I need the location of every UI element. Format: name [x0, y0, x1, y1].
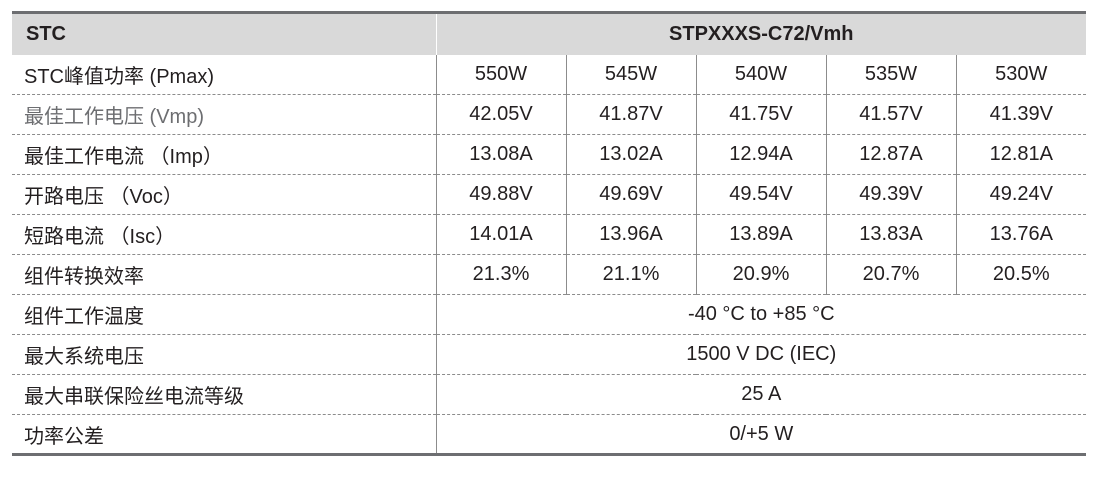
- header-stc-label: STC: [12, 11, 436, 55]
- row-label: 最佳工作电压 (Vmp): [12, 94, 437, 135]
- table-row: 最大系统电压 1500 V DC (IEC): [12, 334, 1087, 375]
- row-label: 最佳工作电流 （Imp）: [12, 134, 437, 175]
- row-label: 最大系统电压: [12, 334, 437, 375]
- spec-table: STC STPXXXS-C72/Vmh STC峰值功率 (Pmax) 550W 54…: [12, 11, 1087, 456]
- table-header-row: STC STPXXXS-C72/Vmh: [12, 11, 1087, 55]
- row-label: 组件转换效率: [12, 254, 437, 295]
- cell-value: 49.69V: [566, 174, 697, 215]
- table-row: 短路电流 （Isc） 14.01A 13.96A 13.89A 13.83A 13.76A: [12, 214, 1087, 255]
- cell-value: 14.01A: [436, 214, 567, 255]
- cell-value: 550W: [436, 54, 567, 95]
- cell-value: 49.88V: [436, 174, 567, 215]
- cell-value: 13.96A: [566, 214, 697, 255]
- row-label: 组件工作温度: [12, 294, 437, 335]
- cell-value: 535W: [826, 54, 957, 95]
- cell-value-merged: -40 °C to +85 °C: [687, 303, 835, 325]
- header-model: STPXXXS-C72/Vmh: [435, 11, 1087, 55]
- cell-value: 13.83A: [826, 214, 957, 255]
- table-row: 功率公差 0/+5 W: [12, 414, 1087, 455]
- table-row: 组件转换效率 21.3% 21.1% 20.9% 20.7% 20.5%: [12, 254, 1087, 295]
- cell-value: 13.02A: [566, 134, 697, 175]
- cell-value: 12.94A: [696, 134, 827, 175]
- cell-value: 41.39V: [989, 103, 1053, 125]
- table-row: 组件工作温度 -40 °C to +85 °C: [12, 294, 1087, 335]
- cell-value-merged: 0/+5 W: [729, 422, 794, 445]
- cell-value-merged: 25 A: [741, 383, 782, 405]
- cell-value: 20.7%: [826, 254, 957, 295]
- cell-value: 42.05V: [436, 94, 567, 135]
- cell-value: 41.75V: [696, 94, 827, 135]
- cell-value: 12.81A: [989, 143, 1053, 165]
- cell-value: 530W: [995, 62, 1048, 85]
- row-label: STC峰值功率 (Pmax): [12, 54, 437, 95]
- cell-value: 12.87A: [826, 134, 957, 175]
- cell-value: 49.24V: [989, 183, 1053, 205]
- cell-value: 21.3%: [436, 254, 567, 295]
- cell-value: 20.5%: [992, 263, 1050, 285]
- table-row: 最佳工作电流 （Imp） 13.08A 13.02A 12.94A 12.87A 12.8…: [12, 134, 1087, 175]
- row-label: 功率公差: [12, 414, 437, 455]
- cell-value: 49.54V: [696, 174, 827, 215]
- cell-value: 545W: [566, 54, 697, 95]
- table-row: STC峰值功率 (Pmax) 550W 545W 540W 535W 530W: [12, 54, 1086, 95]
- cell-value-merged: 1500 V DC (IEC): [686, 343, 837, 365]
- row-label: 短路电流 （Isc）: [12, 214, 437, 255]
- table-row: 最大串联保险丝电流等级 25 A: [12, 374, 1087, 415]
- cell-value: 41.87V: [566, 94, 697, 135]
- cell-value: 13.76A: [989, 223, 1053, 245]
- row-label: 开路电压 （Voc）: [12, 174, 437, 215]
- table-body: STC峰值功率 (Pmax) 550W 545W 540W 535W 530W 最佳工作电压…: [12, 54, 1087, 455]
- cell-value: 13.08A: [436, 134, 567, 175]
- cell-value: 21.1%: [566, 254, 697, 295]
- table-row: 最佳工作电压 (Vmp) 42.05V 41.87V 41.75V 41.57V 41.3…: [12, 94, 1087, 135]
- spec-table-container: STC STPXXXS-C72/Vmh STC峰值功率 (Pmax) 550W 54…: [12, 11, 1087, 456]
- cell-value: 49.39V: [826, 174, 957, 215]
- cell-value: 540W: [696, 54, 827, 95]
- cell-value: 41.57V: [826, 94, 957, 135]
- cell-value: 13.89A: [696, 214, 827, 255]
- cell-value: 20.9%: [696, 254, 827, 295]
- row-label: 最大串联保险丝电流等级: [12, 374, 437, 415]
- table-row: 开路电压 （Voc） 49.88V 49.69V 49.54V 49.39V 49.24V: [12, 174, 1087, 215]
